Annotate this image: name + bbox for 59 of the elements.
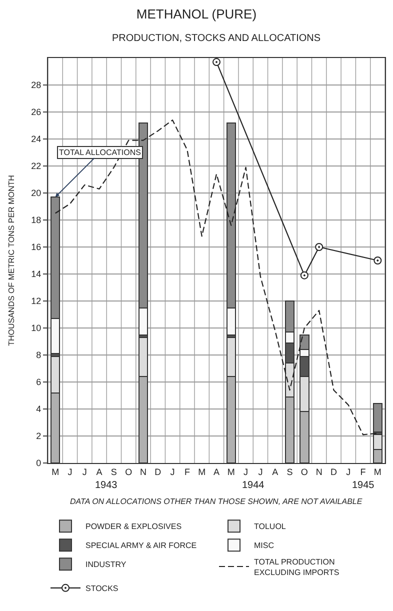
x-tick-label: F — [184, 466, 190, 477]
y-tick-label: 2 — [36, 431, 42, 442]
y-tick-label: 22 — [31, 161, 42, 172]
point — [315, 243, 324, 251]
x-tick-label: M — [52, 466, 60, 477]
x-tick-label: O — [300, 466, 308, 477]
x-tick-label: A — [96, 466, 102, 477]
y-tick-label: 20 — [31, 188, 42, 198]
y-tick-label: 6 — [36, 377, 42, 388]
x-tick-label: J — [82, 466, 87, 477]
x-tick-label: J — [170, 466, 175, 477]
legend-label: TOLUOL — [254, 522, 286, 532]
legend-label: SPECIAL ARMY & AIR FORCE — [86, 541, 197, 550]
chart-title: METHANOL (PURE) — [136, 6, 257, 22]
x-tick-label: N — [140, 466, 146, 477]
y-tick-label: 26 — [31, 107, 42, 118]
y-tick-label: 10 — [31, 323, 42, 334]
y-axis-title: THOUSANDS OF METRIC TONS PER MONTH — [6, 174, 16, 346]
point — [212, 58, 220, 66]
x-tick-label: N — [316, 466, 322, 477]
x-tick-label: J — [244, 466, 248, 477]
x-tick-label: S — [110, 466, 117, 477]
line-series — [54, 120, 378, 436]
legend-label: POWDER & EXPLOSIVES — [86, 522, 182, 532]
x-tick-label: M — [227, 466, 235, 477]
legend-label: INDUSTRY — [86, 560, 127, 570]
text: 1945 — [352, 480, 375, 491]
point — [374, 256, 382, 264]
point — [300, 271, 308, 280]
x-tick-label: J — [68, 466, 72, 477]
x-tick-label: M — [374, 466, 382, 477]
y-tick-label: 8 — [36, 350, 42, 360]
y-tick-label: 18 — [31, 215, 42, 226]
text: 1943 — [95, 480, 118, 491]
chart-subtitle: PRODUCTION, STOCKS AND ALLOCATIONS — [112, 33, 321, 44]
y-tick-label: 16 — [31, 242, 42, 252]
x-tick-label: J — [346, 466, 351, 477]
y-tick-label: 14 — [31, 269, 42, 280]
bar — [372, 403, 383, 432]
x-tick-label: M — [198, 466, 206, 477]
x-tick-label: D — [330, 466, 338, 477]
legend-label: MISC — [254, 541, 274, 550]
legend-label: TOTAL PRODUCTION EXCLUDING IMPORTS — [254, 557, 340, 577]
x-tick-label: A — [272, 466, 278, 477]
x-tick-label: F — [360, 466, 366, 477]
y-tick-label: 4 — [36, 404, 42, 414]
annotation: TOTAL ALLOCATIONS — [59, 148, 141, 157]
x-tick-label: S — [286, 466, 293, 477]
y-tick-label: 28 — [31, 80, 42, 90]
x-tick-label: O — [125, 466, 132, 477]
y-tick-label: 0 — [36, 458, 42, 468]
x-tick-label: D — [154, 466, 162, 477]
y-tick-label: 12 — [31, 296, 42, 306]
text: DATA ON ALLOCATIONS OTHER THAN THOSE SHOWN, ARE NOT AVAILABLE — [70, 497, 363, 506]
x-tick-label: J — [258, 466, 263, 477]
text: 1944 — [242, 480, 265, 491]
y-tick-label: 24 — [31, 134, 42, 144]
x-tick-label: A — [213, 466, 220, 477]
legend-label: STOCKS — [86, 584, 118, 594]
